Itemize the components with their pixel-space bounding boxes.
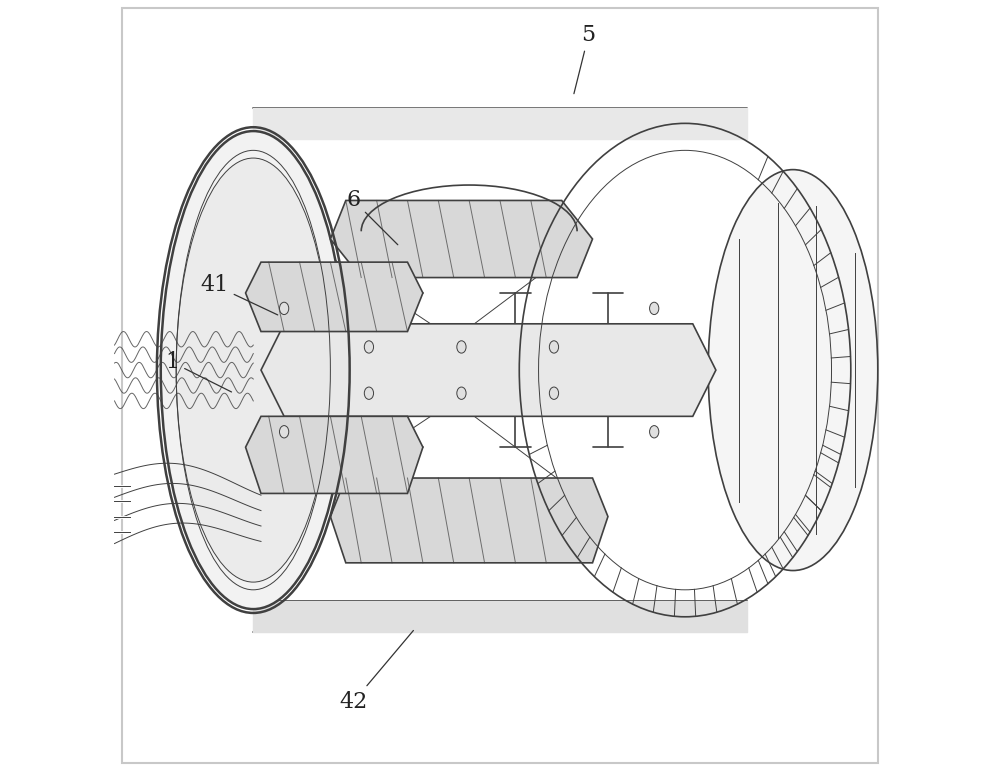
Ellipse shape bbox=[708, 170, 878, 571]
Ellipse shape bbox=[364, 341, 374, 353]
Polygon shape bbox=[330, 200, 593, 278]
Ellipse shape bbox=[650, 426, 659, 438]
Text: 6: 6 bbox=[346, 190, 398, 244]
Ellipse shape bbox=[279, 426, 289, 438]
Ellipse shape bbox=[457, 387, 466, 399]
Ellipse shape bbox=[457, 341, 466, 353]
Text: 42: 42 bbox=[339, 631, 413, 712]
Ellipse shape bbox=[650, 302, 659, 315]
Polygon shape bbox=[330, 478, 608, 563]
Polygon shape bbox=[246, 262, 423, 332]
Polygon shape bbox=[246, 416, 423, 493]
Ellipse shape bbox=[549, 341, 559, 353]
Polygon shape bbox=[261, 324, 716, 416]
Text: 5: 5 bbox=[574, 24, 596, 94]
Ellipse shape bbox=[161, 131, 346, 609]
Ellipse shape bbox=[549, 387, 559, 399]
Text: 1: 1 bbox=[165, 352, 232, 392]
Ellipse shape bbox=[176, 158, 330, 582]
Ellipse shape bbox=[364, 387, 374, 399]
Ellipse shape bbox=[279, 302, 289, 315]
Text: 41: 41 bbox=[201, 274, 278, 315]
